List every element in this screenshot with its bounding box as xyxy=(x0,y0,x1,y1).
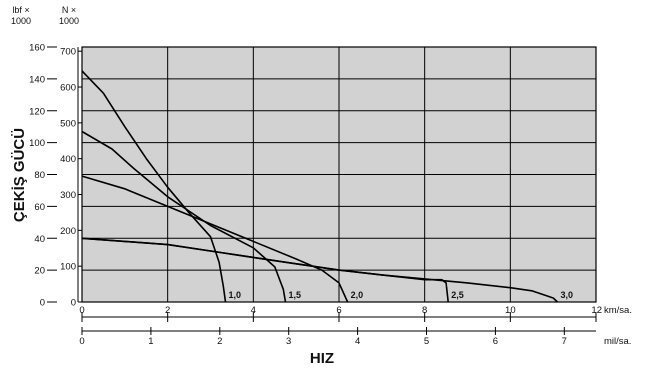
y-tick-label-lbf: 100 xyxy=(29,138,45,149)
y-tick-label-lbf: 140 xyxy=(29,74,45,85)
series-line-1-0 xyxy=(81,70,227,303)
x-tick-label-mil: 6 xyxy=(493,336,498,347)
y-tick-label-n: 700 xyxy=(60,47,76,58)
y-tick-label-n: 500 xyxy=(60,118,76,129)
y-tick-label-lbf: 80 xyxy=(34,170,45,181)
x-tick-label-km: 10 xyxy=(505,305,516,316)
x-axis-title: HIZ xyxy=(310,350,334,367)
y-tick-label-lbf: 120 xyxy=(29,106,45,117)
y-unit-n-sub: 1000 xyxy=(59,16,79,26)
y-tick-label-n: 200 xyxy=(60,226,76,237)
x-tick-label-km: 6 xyxy=(336,305,341,316)
y-unit-n: N × xyxy=(62,5,76,15)
y-tick-label-n: 100 xyxy=(60,262,76,273)
series-label: 2,0 xyxy=(351,290,364,300)
x-tick-label-mil: 4 xyxy=(355,336,360,347)
y-axis-title: ÇEKİŞ GÜCÜ xyxy=(11,128,28,222)
series-label: 2,5 xyxy=(451,290,464,300)
series-line-2-0 xyxy=(81,175,349,303)
x-tick-label-mil: 1 xyxy=(148,336,153,347)
series-label: 1,0 xyxy=(228,290,241,300)
plot-border xyxy=(81,46,597,303)
x-unit-km: km/sa. xyxy=(604,305,632,316)
y-tick-label-lbf: 60 xyxy=(34,202,45,213)
y-tick-label-lbf: 40 xyxy=(34,234,45,245)
x-tick-label-km: 0 xyxy=(79,305,84,316)
y-tick-label-n: 300 xyxy=(60,190,76,201)
series-line-1-5 xyxy=(81,130,287,303)
y-tick-label-n: 600 xyxy=(60,83,76,94)
x-tick-label-km: 4 xyxy=(251,305,256,316)
series-label: 3,0 xyxy=(560,290,573,300)
y-tick-label-lbf: 0 xyxy=(40,298,45,309)
x-unit-mil: mil/sa. xyxy=(604,336,631,347)
x-tick-label-mil: 3 xyxy=(286,336,291,347)
x-tick-label-km: 8 xyxy=(422,305,427,316)
series-label: 1,5 xyxy=(288,290,301,300)
y-unit-lbf-sub: 1000 xyxy=(11,16,31,26)
y-tick-label-lbf: 160 xyxy=(29,43,45,54)
x-tick-label-km: 12 xyxy=(591,305,602,316)
y-tick-label-n: 400 xyxy=(60,154,76,165)
y-tick-label-n: 0 xyxy=(71,298,76,309)
x-tick-label-mil: 5 xyxy=(424,336,429,347)
x-tick-label-mil: 2 xyxy=(217,336,222,347)
series-line-3-0 xyxy=(81,237,559,303)
x-tick-label-mil: 0 xyxy=(79,336,84,347)
x-tick-label-mil: 7 xyxy=(562,336,567,347)
x-tick-label-km: 2 xyxy=(165,305,170,316)
y-unit-lbf: lbf × xyxy=(12,5,29,15)
y-tick-label-lbf: 20 xyxy=(34,266,45,277)
